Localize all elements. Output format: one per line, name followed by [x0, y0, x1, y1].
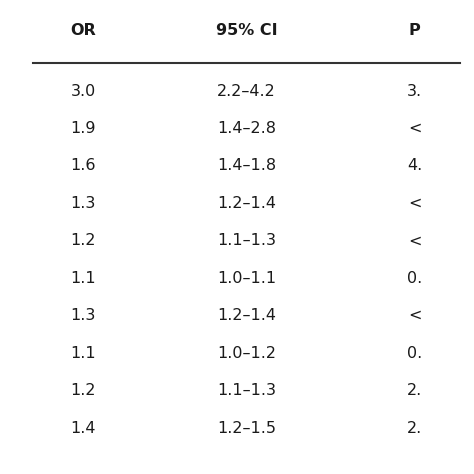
Text: 1.1: 1.1	[70, 271, 96, 286]
Text: 95% CI: 95% CI	[216, 23, 277, 38]
Text: 2.2–4.2: 2.2–4.2	[217, 83, 276, 99]
Text: 1.2–1.4: 1.2–1.4	[217, 308, 276, 323]
Text: 1.2: 1.2	[70, 233, 96, 248]
Text: <: <	[408, 196, 421, 211]
Text: P: P	[409, 23, 420, 38]
Text: 3.: 3.	[407, 83, 422, 99]
Text: 1.1: 1.1	[70, 346, 96, 361]
Text: 3.0: 3.0	[70, 83, 96, 99]
Text: 1.0–1.1: 1.0–1.1	[217, 271, 276, 286]
Text: 1.2–1.5: 1.2–1.5	[217, 420, 276, 436]
Text: 1.9: 1.9	[70, 121, 96, 136]
Text: 0.: 0.	[407, 346, 422, 361]
Text: <: <	[408, 233, 421, 248]
Text: 1.4: 1.4	[70, 420, 96, 436]
Text: 1.6: 1.6	[70, 158, 96, 173]
Text: 1.4–1.8: 1.4–1.8	[217, 158, 276, 173]
Text: 1.2: 1.2	[70, 383, 96, 398]
Text: 2.: 2.	[407, 383, 422, 398]
Text: 1.0–1.2: 1.0–1.2	[217, 346, 276, 361]
Text: 1.2–1.4: 1.2–1.4	[217, 196, 276, 211]
Text: OR: OR	[70, 23, 96, 38]
Text: 1.4–2.8: 1.4–2.8	[217, 121, 276, 136]
Text: 1.3: 1.3	[70, 308, 96, 323]
Text: 1.1–1.3: 1.1–1.3	[217, 233, 276, 248]
Text: 2.: 2.	[407, 420, 422, 436]
Text: <: <	[408, 308, 421, 323]
Text: 1.3: 1.3	[70, 196, 96, 211]
Text: 4.: 4.	[407, 158, 422, 173]
Text: <: <	[408, 121, 421, 136]
Text: 0.: 0.	[407, 271, 422, 286]
Text: 1.1–1.3: 1.1–1.3	[217, 383, 276, 398]
